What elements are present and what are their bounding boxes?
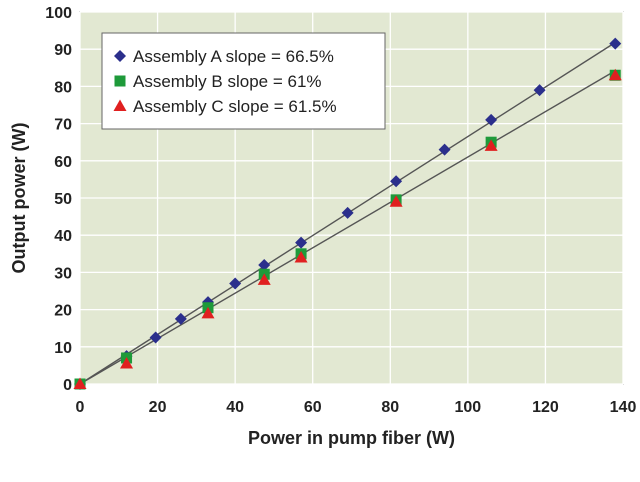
legend-entry: Assembly A slope = 66.5% bbox=[133, 47, 334, 66]
x-tick-label: 140 bbox=[610, 399, 637, 416]
x-tick-label: 0 bbox=[76, 399, 85, 416]
y-axis-label: Output power (W) bbox=[9, 123, 29, 274]
data-point-series-1 bbox=[485, 113, 498, 126]
legend-markers bbox=[113, 50, 127, 111]
y-tick-labels: 0 10 20 30 40 50 60 70 80 90 100 bbox=[45, 5, 72, 394]
legend-marker bbox=[114, 75, 126, 87]
data-point-series-1 bbox=[258, 258, 271, 271]
data-point-series-1 bbox=[229, 277, 242, 290]
y-tick-label: 100 bbox=[45, 5, 72, 22]
legend-marker bbox=[113, 99, 127, 111]
data-point-series-3 bbox=[73, 377, 87, 389]
y-tick-label: 80 bbox=[54, 79, 72, 96]
data-point-series-1 bbox=[438, 143, 451, 156]
y-tick-label: 50 bbox=[54, 191, 72, 208]
data-point-series-3 bbox=[484, 139, 498, 151]
y-tick-label: 60 bbox=[54, 154, 72, 171]
fit-line bbox=[79, 70, 616, 385]
y-tick-label: 0 bbox=[63, 377, 72, 394]
data-point-series-1 bbox=[295, 236, 308, 249]
data-point-series-1 bbox=[174, 312, 187, 325]
legend-entry: Assembly B slope = 61% bbox=[133, 72, 322, 91]
data-point-series-1 bbox=[609, 37, 622, 50]
data-point-series-3 bbox=[294, 251, 308, 263]
data-points bbox=[73, 37, 622, 390]
y-tick-label: 20 bbox=[54, 303, 72, 320]
legend-box bbox=[101, 32, 386, 130]
y-tick-label: 90 bbox=[54, 42, 72, 59]
data-point-series-3 bbox=[389, 195, 403, 207]
x-tick-label: 100 bbox=[455, 399, 482, 416]
legend-entry: Assembly C slope = 61.5% bbox=[133, 97, 337, 116]
data-point-series-3 bbox=[257, 273, 271, 285]
data-point-series-1 bbox=[341, 206, 354, 219]
data-point-series-3 bbox=[201, 306, 215, 319]
x-tick-label: 60 bbox=[304, 399, 322, 416]
y-tick-label: 30 bbox=[54, 265, 72, 282]
data-point-series-1 bbox=[533, 84, 546, 97]
x-axis-label: Power in pump fiber (W) bbox=[248, 428, 455, 448]
x-tick-label: 20 bbox=[149, 399, 167, 416]
x-tick-label: 120 bbox=[532, 399, 559, 416]
data-point-series-3 bbox=[120, 357, 134, 369]
y-tick-label: 40 bbox=[54, 228, 72, 245]
y-tick-label: 70 bbox=[54, 117, 72, 134]
legend: Assembly A slope = 66.5% Assembly B slop… bbox=[101, 32, 386, 130]
x-tick-label: 80 bbox=[381, 399, 399, 416]
legend-marker bbox=[114, 50, 126, 62]
x-tick-labels: 0 20 40 60 80 100 120 140 bbox=[76, 399, 637, 416]
data-point-series-1 bbox=[149, 331, 162, 344]
data-point-series-3 bbox=[608, 68, 622, 81]
data-point-series-1 bbox=[390, 175, 403, 188]
x-tick-label: 40 bbox=[226, 399, 244, 416]
y-tick-label: 10 bbox=[54, 340, 72, 357]
